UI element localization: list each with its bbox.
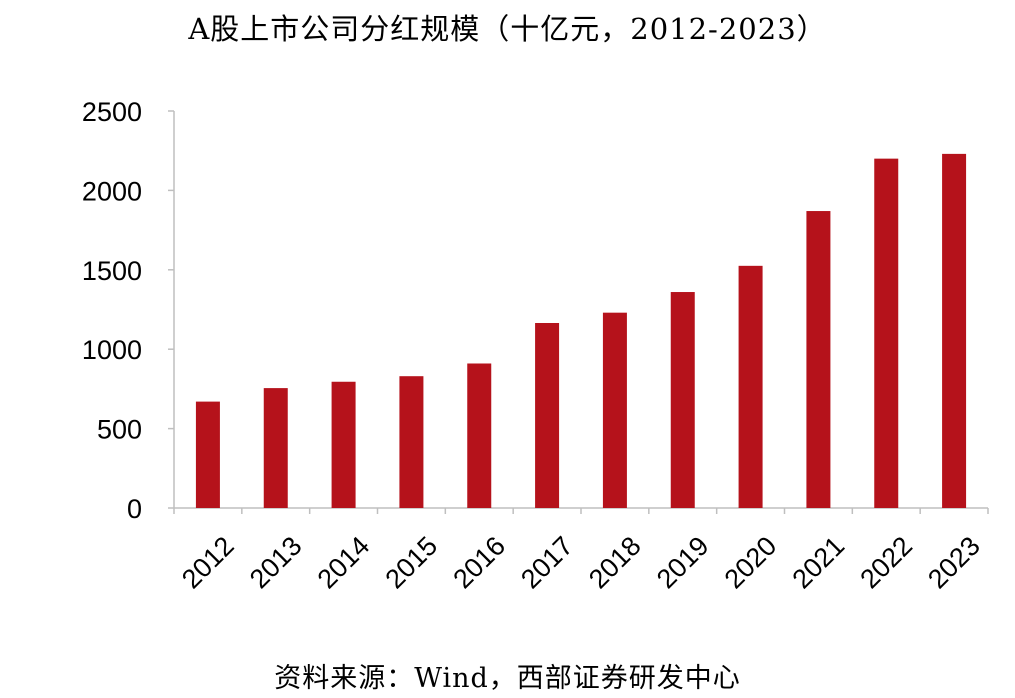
x-tick-label: 2019 [651, 531, 715, 595]
bar-2021 [806, 211, 831, 508]
bar-2023 [942, 153, 967, 508]
bar-2013 [263, 388, 288, 508]
x-tick-label: 2018 [583, 531, 647, 595]
bar-2022 [874, 158, 899, 508]
source-note: 资料来源：Wind，西部证券研发中心 [274, 663, 741, 694]
bar-2014 [331, 381, 356, 508]
x-tick-label: 2016 [447, 531, 511, 595]
x-tick-label: 2017 [515, 531, 579, 595]
bar-series [195, 153, 967, 508]
x-tick-label: 2022 [854, 531, 918, 595]
y-tick-label: 500 [97, 415, 142, 445]
y-tick-label: 1500 [82, 256, 142, 286]
x-tick-label: 2020 [719, 531, 783, 595]
bar-2016 [467, 363, 492, 508]
chart-title: A股上市公司分红规模（十亿元，2012-2023） [188, 12, 827, 46]
x-tick-label: 2012 [176, 531, 240, 595]
bar-2020 [738, 265, 763, 508]
bar-2018 [602, 312, 627, 508]
x-tick-label: 2015 [380, 531, 444, 595]
y-tick-label: 1000 [82, 335, 142, 365]
bar-2017 [535, 322, 560, 508]
x-tick-group: 2012 2013 2014 2015 2016 2017 2018 2019 2020 2021… [173, 508, 989, 595]
x-axis: 2012 2013 2014 2015 2016 2017 2018 2019 2020 2021… [173, 507, 989, 595]
y-axis: 0 500 1000 1500 2000 2500 [82, 97, 175, 524]
bar-2012 [195, 401, 220, 508]
y-tick-label: 0 [127, 494, 142, 524]
x-tick-label: 2014 [312, 531, 376, 595]
bar-2019 [670, 292, 695, 508]
y-tick-label: 2500 [82, 97, 142, 127]
y-tick-group: 0 500 1000 1500 2000 2500 [82, 97, 174, 524]
bar-2015 [399, 376, 424, 508]
x-tick-label: 2023 [922, 531, 986, 595]
y-tick-label: 2000 [82, 176, 142, 206]
x-tick-label: 2013 [244, 531, 308, 595]
x-tick-label: 2021 [787, 531, 851, 595]
